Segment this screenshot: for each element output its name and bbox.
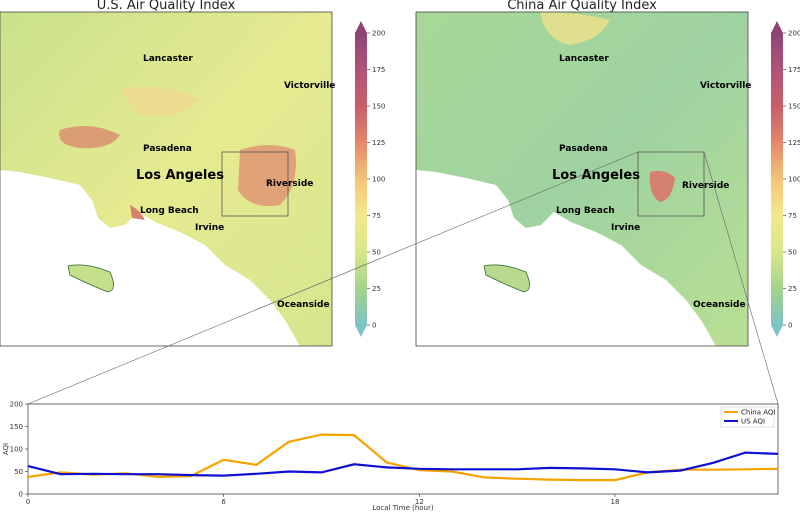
colorbar-tick-label: 125 [372,139,385,147]
x-axis-label: Local Time (hour) [372,504,433,512]
zoom-box [221,151,289,217]
colorbar-china: 0 25 50 75 100 125 150 175 200 [771,21,800,337]
colorbar-tick-label: 200 [372,30,385,38]
city-label: Lancaster [559,54,609,64]
colorbar-tick-label: 50 [788,249,797,257]
colorbar-tick-label: 125 [788,139,800,147]
y-tick-label: 0 [19,491,23,499]
city-label: Lancaster [143,54,193,64]
zoom-box [637,151,705,217]
colorbar-tick-label: 25 [372,285,381,293]
aqi-line-chart: 0 6 12 18 0 50 100 150 200 Local Time (hour) AQ… [2,401,779,512]
city-labels: Lancaster Victorville Pasadena Los Angel… [136,54,335,310]
colorbar-tick-label: 100 [372,176,385,184]
map-title: China Air Quality Index [507,0,657,13]
city-label: Irvine [611,223,640,233]
land-region [416,12,748,346]
city-label: Los Angeles [136,168,224,183]
y-tick-label: 150 [10,423,23,431]
city-label: Victorville [284,81,335,91]
x-tick-label: 0 [26,498,30,506]
colorbar-tick-label: 0 [788,322,792,330]
colorbar-tick-label: 75 [788,212,797,220]
city-label: Pasadena [559,144,608,154]
colorbar-tick-label: 200 [788,30,800,38]
colorbar-tick-label: 150 [788,103,800,111]
series-line-us-aqi [27,451,779,477]
city-labels: Lancaster Victorville Pasadena Los Angel… [552,54,751,310]
colorbar-tick-label: 50 [372,249,381,257]
x-tick-label: 12 [415,498,424,506]
colorbar-tick-label: 75 [372,212,381,220]
city-label: Long Beach [140,206,199,216]
plot-area [27,403,779,495]
y-axis-label: AQI [2,443,10,455]
colorbar-tick-label: 100 [788,176,800,184]
y-tick-label: 50 [14,468,23,476]
colorbar-tick-label: 175 [372,66,385,74]
city-label: Riverside [682,181,729,191]
map-title: U.S. Air Quality Index [97,0,236,13]
colorbar-tick-label: 150 [372,103,385,111]
city-label: Riverside [266,179,313,189]
map-china: China Air Quality Index Lancaster Victor… [415,0,751,347]
land-region [0,12,332,346]
legend-label-china: China AQI [741,409,775,417]
city-label: Victorville [700,81,751,91]
zoom-connectors [27,151,779,405]
city-label: Pasadena [143,144,192,154]
x-tick-label: 18 [610,498,619,506]
map-us: U.S. Air Quality Index Lancaster Victorv… [0,0,335,347]
city-label: Irvine [195,223,224,233]
city-label: Los Angeles [552,168,640,183]
colorbar-tick-label: 175 [788,66,800,74]
colorbar-tick-label: 25 [788,285,797,293]
city-label: Long Beach [556,206,615,216]
y-tick-label: 100 [10,446,23,454]
legend-label-us: US AQI [741,418,765,426]
colorbar-us: 0 25 50 75 100 125 150 175 200 [355,21,385,337]
colorbar-tick-label: 0 [372,322,376,330]
city-label: Oceanside [693,300,746,310]
city-label: Oceanside [277,300,330,310]
y-tick-label: 200 [10,401,23,409]
x-tick-label: 6 [221,498,226,506]
legend: China AQI US AQI [720,406,775,428]
